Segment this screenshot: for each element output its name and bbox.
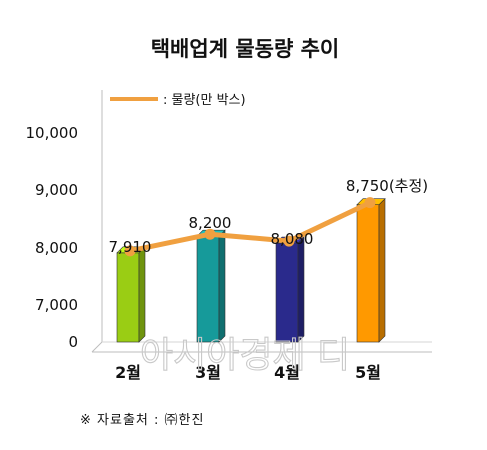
watermark: 아시아경제 디 — [140, 335, 350, 376]
series-line-path — [127, 200, 373, 254]
bars — [116, 197, 386, 343]
x-tick-label: 5월 — [355, 363, 381, 382]
y-tick-label: 8,000 — [35, 239, 78, 257]
y-tick-label: 10,000 — [26, 124, 79, 142]
legend-label: : 물량(만 박스) — [163, 93, 246, 108]
x-tick-label: 4월 — [274, 363, 300, 382]
bar-front — [196, 235, 220, 343]
series-point — [124, 245, 136, 257]
bar-side — [218, 229, 226, 343]
series-point — [364, 197, 376, 209]
y-tick-label: 0 — [68, 333, 78, 351]
bar-front — [116, 252, 140, 343]
bar-side — [138, 246, 146, 343]
series-line — [124, 197, 376, 257]
data-label: 7,910 — [109, 238, 152, 256]
x-tick-label: 2월 — [115, 363, 141, 382]
data-labels: 7,910 8,200 8,080 8,750(추정) — [109, 177, 429, 256]
bar-front — [275, 242, 299, 343]
bar-side — [297, 236, 305, 343]
data-label: 8,080 — [271, 230, 314, 248]
x-tick-label: 3월 — [195, 363, 221, 382]
data-label: 8,200 — [189, 214, 232, 232]
bar-front — [356, 204, 380, 343]
series-point — [204, 228, 216, 240]
y-tick-label: 9,000 — [35, 181, 78, 199]
y-tick-label: 7,000 — [35, 296, 78, 314]
bar-side — [378, 197, 386, 343]
floor-edge-left — [91, 341, 103, 353]
axes: 10,000 9,000 8,000 7,000 0 2월 3월 4월 5월 — [26, 90, 432, 382]
chart-title: 택배업계 물동량 추이 — [151, 37, 340, 61]
series-point — [283, 235, 295, 247]
data-label: 8,750(추정) — [346, 177, 428, 195]
source-note: ※ 자료출처 : ㈜한진 — [80, 413, 204, 428]
